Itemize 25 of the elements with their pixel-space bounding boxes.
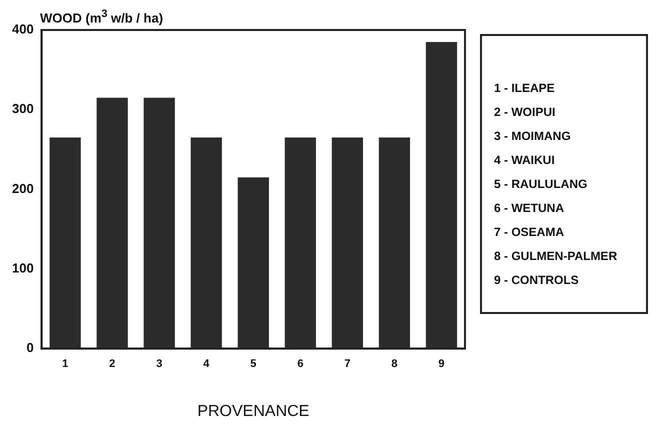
- y-tick-label: 0: [26, 340, 34, 356]
- y-tick-label: 200: [12, 180, 34, 196]
- x-tick-label: 9: [438, 358, 445, 370]
- x-tick-label: 3: [156, 358, 162, 370]
- y-axis-title: WOOD (m$^{3}$ w/b / ha): [40, 8, 164, 26]
- text: 6 - WETUNA: [494, 200, 565, 217]
- text: 7 - OSEAMA: [494, 224, 566, 241]
- text: 4 - WAIKUI: [494, 152, 556, 169]
- y-tick-label: 100: [12, 260, 34, 276]
- x-tick-label: 8: [391, 358, 398, 370]
- text: 5 - RAULULANG: [494, 176, 588, 193]
- x-tick-label: 4: [203, 358, 210, 370]
- x-tick-label: 6: [297, 358, 304, 370]
- x-axis-title: PROVENANCE: [197, 402, 310, 420]
- y-tick-label: 400: [12, 22, 34, 37]
- x-tick-label: 7: [344, 358, 350, 370]
- text: 8 - GULMEN-PALMER: [494, 248, 618, 265]
- x-tick-label: 5: [250, 358, 256, 370]
- x-tick-label: 1: [62, 358, 68, 370]
- text: 3 - MOIMANG: [494, 128, 572, 145]
- text: 9 - CONTROLS: [494, 272, 580, 289]
- y-tick-label: 300: [12, 101, 34, 116]
- text: 2 - WOIPUI: [494, 104, 556, 121]
- x-tick-label: 2: [109, 358, 116, 370]
- text: 1 - ILEAPE: [494, 80, 556, 97]
